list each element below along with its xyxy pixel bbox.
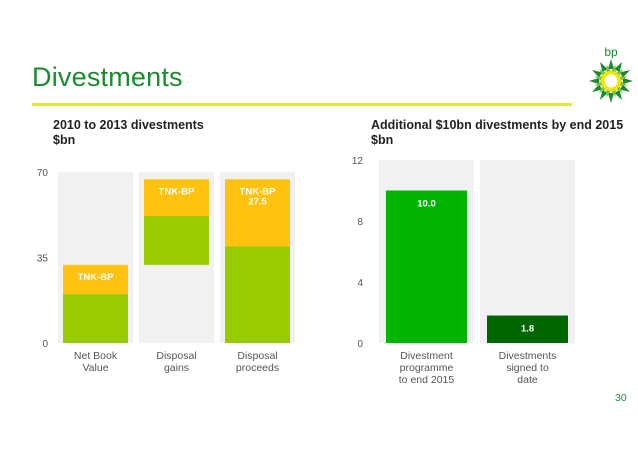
left-chart-category-label: proceeds bbox=[236, 362, 279, 374]
right-chart-y-tick: 12 bbox=[352, 156, 364, 167]
right-chart-y-tick: 0 bbox=[357, 339, 363, 350]
title-divider bbox=[32, 103, 572, 106]
right-chart-category-label: Divestments bbox=[499, 350, 557, 362]
left-chart-category-label: Net Book bbox=[74, 350, 118, 362]
left-chart-bar-segment bbox=[144, 215, 209, 265]
right-chart-y-tick: 8 bbox=[357, 217, 363, 228]
left-chart-bar-segment bbox=[144, 179, 209, 216]
left-chart-title: 2010 to 2013 divestments $bn bbox=[53, 118, 204, 148]
left-chart-title-text: 2010 to 2013 divestments bbox=[53, 118, 204, 132]
left-chart-y-tick: 35 bbox=[37, 254, 49, 265]
right-chart-category-label: to end 2015 bbox=[399, 374, 455, 386]
right-chart-y-tick: 4 bbox=[357, 278, 363, 289]
right-chart-category-label: date bbox=[517, 374, 538, 386]
right-chart-value-label: 1.8 bbox=[521, 324, 534, 335]
left-chart-segment-label: TNK-BP bbox=[78, 272, 115, 283]
left-chart-category-label: gains bbox=[164, 362, 189, 374]
left-chart-bar-segment bbox=[225, 179, 290, 247]
left-chart-y-tick: 70 bbox=[37, 168, 49, 179]
right-chart-title-text: Additional $10bn divestments by end 2015 bbox=[371, 118, 624, 132]
left-chart-category-label: Value bbox=[82, 362, 108, 374]
left-chart-bar-segment bbox=[63, 294, 128, 343]
bp-logo: bp bbox=[586, 44, 636, 104]
page-number: 30 bbox=[615, 392, 627, 404]
left-chart-segment-label: TNK-BP bbox=[240, 186, 277, 197]
left-chart-segment-label: 27.5 bbox=[248, 196, 267, 207]
right-chart-category-label: Divestment bbox=[400, 350, 453, 362]
right-chart-title: Additional $10bn divestments by end 2015… bbox=[371, 118, 623, 148]
right-chart-category-label: signed to bbox=[506, 362, 549, 374]
right-chart-category-label: programme bbox=[400, 362, 454, 374]
right-chart-unit: $bn bbox=[371, 133, 394, 147]
left-chart-y-tick: 0 bbox=[42, 339, 48, 350]
right-chart-column-bg bbox=[480, 160, 575, 343]
left-chart-category-label: Disposal bbox=[156, 350, 196, 362]
page-title: Divestments bbox=[32, 62, 183, 92]
right-chart-value-label: 10.0 bbox=[417, 199, 436, 210]
right-chart-bar bbox=[386, 190, 467, 343]
right-chart-bar bbox=[487, 315, 568, 343]
left-chart-unit: $bn bbox=[53, 133, 76, 147]
left-chart-category-label: Disposal bbox=[237, 350, 277, 362]
left-chart-bar-segment bbox=[225, 246, 290, 343]
logo-text: bp bbox=[604, 45, 618, 59]
helios-sun-icon: bp bbox=[589, 45, 633, 103]
left-chart-segment-label: TNK-BP bbox=[159, 186, 196, 197]
left-chart-bar-segment bbox=[63, 264, 128, 295]
